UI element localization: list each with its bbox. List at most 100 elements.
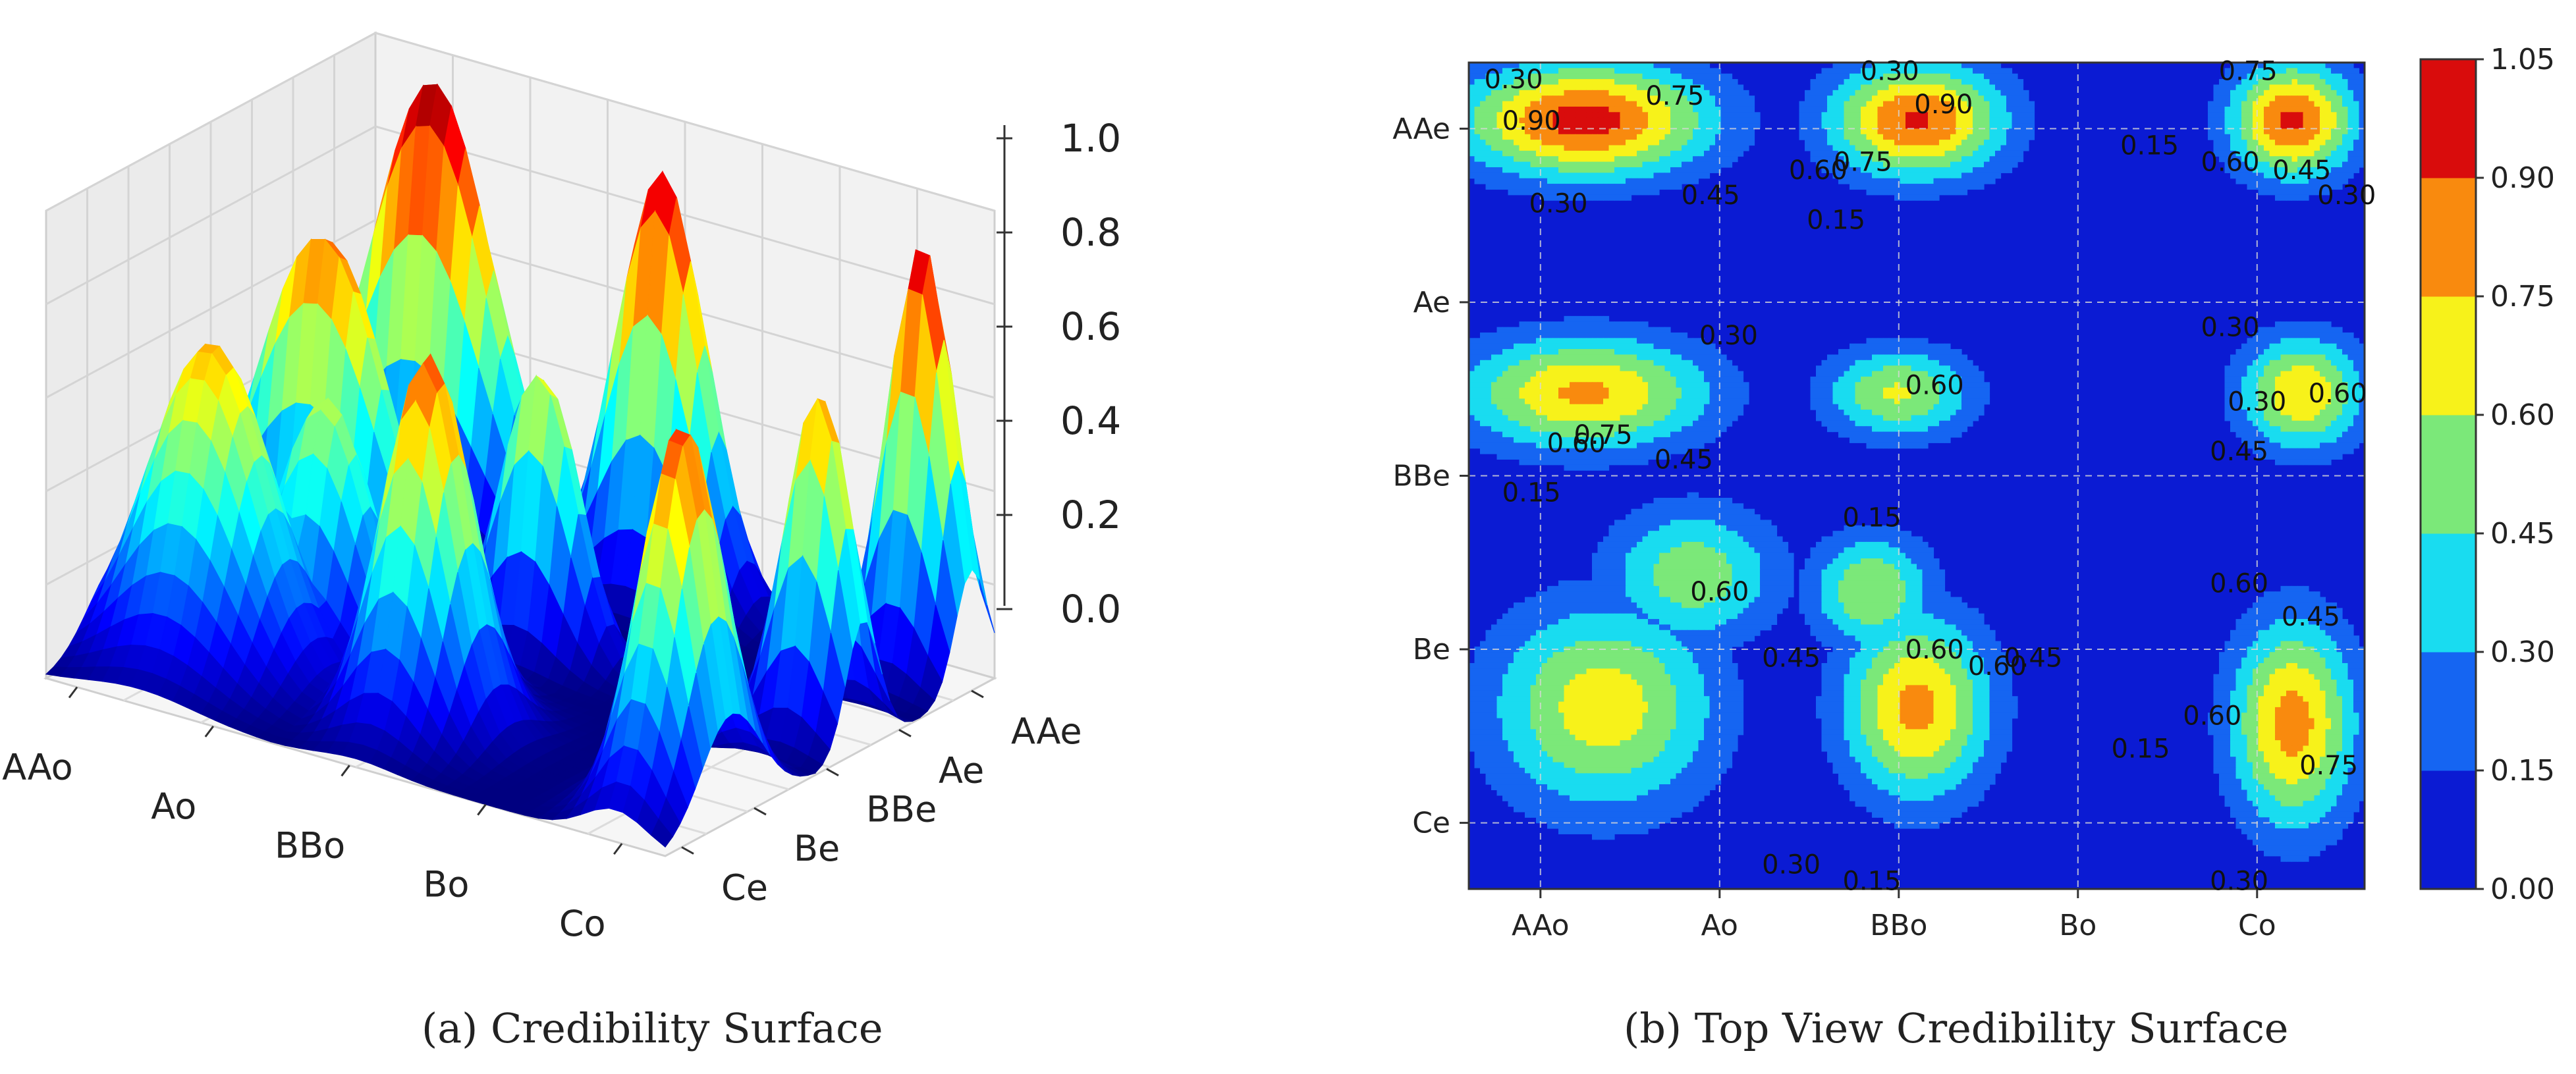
- grid-line: [45, 125, 376, 306]
- grid-line: [375, 125, 995, 306]
- contour-label: 0.15: [2111, 734, 2170, 765]
- y-tick-label: Ae: [1413, 286, 1450, 319]
- x-tick-label: Bo: [423, 864, 469, 905]
- colorbar-tick-label: 0.60: [2490, 398, 2555, 432]
- contour-chart-panel: AAo Ao BBo Bo Co AAe Ae BBe Be Ce 0.30 0.75 0.30 0.90…: [1357, 0, 2576, 1074]
- x-tick-label: Ao: [151, 786, 196, 827]
- contour-label: 0.75: [2299, 751, 2358, 781]
- contour-label: 0.75: [1574, 420, 1632, 450]
- contour-label: 0.30: [1484, 65, 1543, 95]
- contour-labels: 0.300.750.300.900.900.450.750.600.750.60…: [1484, 57, 2376, 897]
- colorbar-segment: [2421, 178, 2476, 297]
- contour-label: 0.60: [1905, 370, 1964, 400]
- contour-label: 0.90: [1914, 90, 1973, 120]
- contour-label: 0.30: [1529, 188, 1587, 219]
- x-tick-label: Co: [559, 903, 606, 944]
- surface-mesh: [45, 83, 995, 848]
- contour-label: 0.60: [2183, 701, 2241, 731]
- filled-contours: [1469, 63, 2365, 862]
- colorbar-segment: [2421, 296, 2476, 416]
- colorbar-segment: [2421, 59, 2476, 178]
- y-tick-label: Ae: [939, 749, 984, 791]
- contour-label: 0.15: [1842, 866, 1901, 896]
- colorbar-tick-label: 0.00: [2490, 873, 2555, 906]
- surface-chart-panel: AAo Ao BBo Bo Co AAe Ae BBe Be Ce 0.0 0.2 0.4 0.6 0.8 1…: [0, 0, 1279, 1074]
- x-tick: [68, 686, 78, 699]
- y-tick: [754, 807, 767, 816]
- contour-label: 0.45: [1682, 180, 1740, 211]
- contour-label: 0.45: [1762, 643, 1821, 674]
- contour-label: 0.60: [1789, 155, 1848, 186]
- z-tick-label: 1.0: [1060, 116, 1120, 161]
- contour-chart-caption: (b) Top View Credibility Surface: [1624, 1004, 2289, 1052]
- contour-label: 0.60: [1905, 635, 1964, 665]
- contour-label: 0.60: [2201, 148, 2259, 178]
- colorbar-tick-label: 1.05: [2490, 43, 2555, 76]
- contour-label: 0.30: [2201, 313, 2259, 343]
- y-tick-label: Be: [794, 828, 840, 869]
- x-tick: [477, 803, 487, 816]
- y-tick: [826, 768, 839, 777]
- contour-label: 0.45: [1655, 444, 1713, 475]
- y-tick: [681, 846, 694, 855]
- z-tick-label: 0.0: [1060, 587, 1120, 631]
- colorbar-tick-label: 0.15: [2490, 754, 2555, 788]
- colorbar-tick-label: 0.90: [2490, 161, 2555, 195]
- contour-label: 0.30: [2317, 180, 2376, 211]
- contour-label: 0.45: [2210, 437, 2268, 467]
- contour-label: 0.90: [1502, 106, 1561, 136]
- contour-label: 0.60: [2210, 569, 2268, 599]
- y-tick-label: AAe: [1392, 112, 1450, 146]
- x-tick-label: Co: [2238, 909, 2276, 942]
- contour-label: 0.30: [2228, 387, 2286, 417]
- contour-label: 0.45: [2004, 643, 2062, 674]
- contour-colorbar: [2419, 58, 2477, 890]
- contour-label: 0.60: [1690, 577, 1749, 607]
- x-tick-label: Bo: [2059, 909, 2096, 942]
- grid-line: [45, 32, 376, 212]
- x-tick: [613, 843, 623, 855]
- contour-label: 0.45: [2282, 602, 2340, 632]
- y-tick-label: AAe: [1011, 711, 1082, 752]
- surface-chart-caption: (a) Credibility Surface: [422, 1004, 883, 1052]
- contour-label: 0.75: [1645, 81, 1704, 111]
- y-tick-label: BBe: [1393, 460, 1450, 493]
- z-tick-label: 0.2: [1060, 493, 1120, 537]
- contour-label: 0.30: [2210, 866, 2268, 896]
- contour-label: 0.60: [2309, 379, 2367, 409]
- colorbar-segment: [2421, 770, 2476, 890]
- colorbar-tick-label: 0.75: [2490, 280, 2555, 313]
- x-tick-label: BBo: [275, 824, 345, 866]
- z-tick-label: 0.4: [1060, 398, 1120, 443]
- contour-label: 0.15: [2120, 131, 2179, 161]
- contour-label: 0.30: [1861, 57, 1919, 87]
- contour-label: 0.30: [1699, 321, 1758, 351]
- colorbar-segment: [2421, 652, 2476, 771]
- contour-plot: [1467, 61, 2366, 890]
- x-tick-label: BBo: [1870, 909, 1927, 942]
- x-tick: [204, 726, 214, 738]
- y-tick: [971, 689, 984, 699]
- contour-label: 0.75: [2219, 57, 2278, 87]
- x-tick-label: Ao: [1701, 909, 1738, 942]
- contour-label: 0.15: [1842, 502, 1901, 533]
- z-tick-label: 0.6: [1060, 304, 1120, 349]
- contour-label: 0.15: [1502, 478, 1561, 508]
- y-tick-label: Ce: [721, 867, 768, 909]
- contour-label: 0.60: [1547, 428, 1606, 458]
- colorbar-segment: [2421, 415, 2476, 534]
- colorbar-tick-label: 0.30: [2490, 635, 2555, 669]
- x-tick-label: AAo: [1512, 909, 1570, 942]
- contour-label: 0.45: [2272, 155, 2331, 186]
- colorbar-segment: [2421, 533, 2476, 653]
- contour-label: 0.15: [1807, 205, 1865, 235]
- y-tick-label: Be: [1413, 633, 1450, 666]
- grid-line: [375, 32, 995, 212]
- y-tick: [898, 728, 912, 738]
- x-tick: [341, 765, 350, 777]
- contour-label: 0.75: [1834, 148, 1892, 178]
- x-tick-label: AAo: [2, 747, 72, 788]
- contour-chart: AAo Ao BBo Bo CoAAeAeBBeBeCe0.300.750.300.90…: [1392, 43, 2555, 942]
- contour-label: 0.60: [1968, 651, 2027, 682]
